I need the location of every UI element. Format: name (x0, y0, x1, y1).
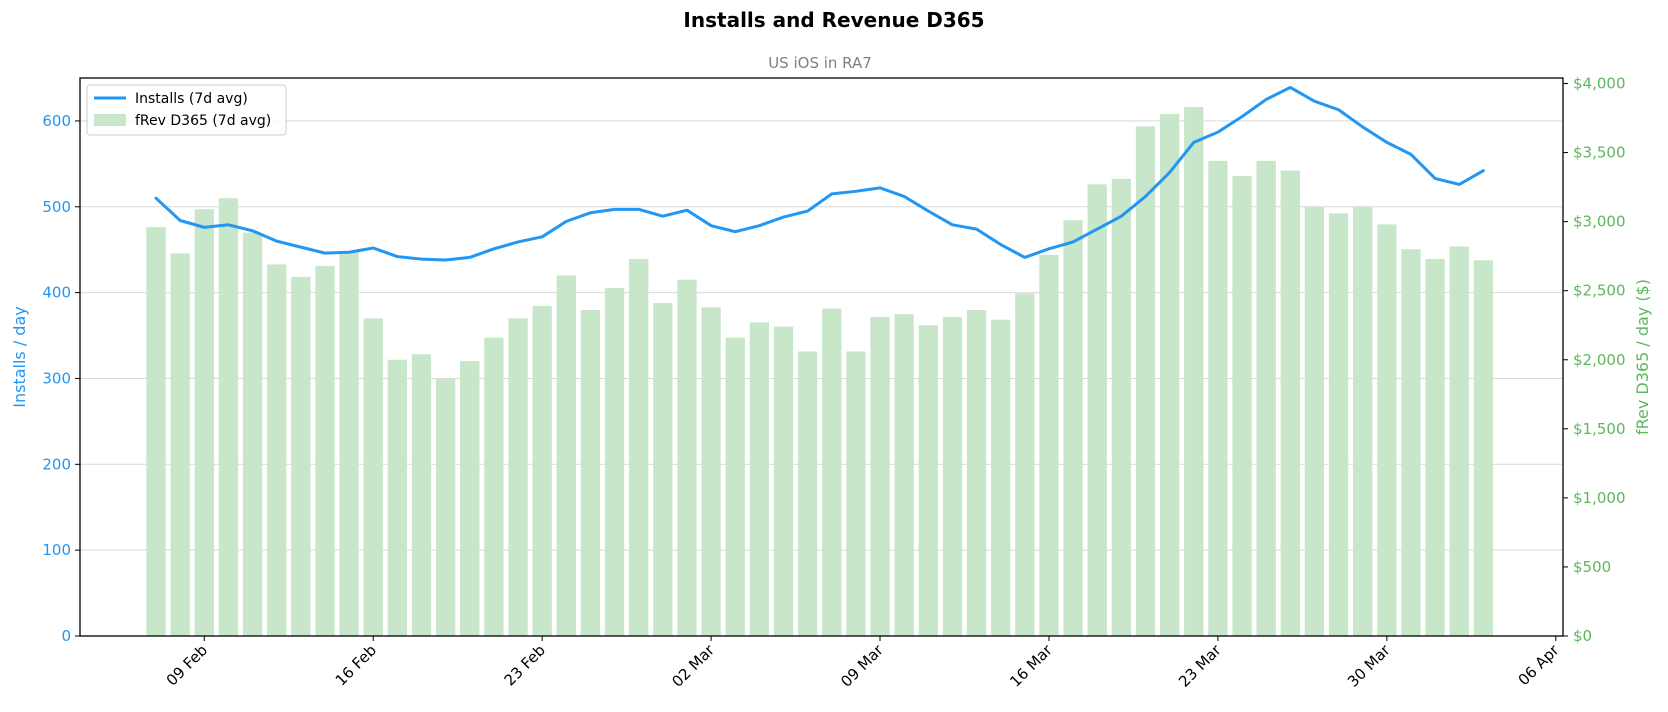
revenue-bar (773, 326, 794, 636)
x-tick-label: 06 Apr (1515, 641, 1564, 690)
installs-line-group (154, 85, 1485, 262)
plot-frame (79, 77, 1564, 637)
revenue-bar (1039, 254, 1059, 636)
revenue-bar (556, 275, 576, 636)
right-y-axis: $0 $500 $1,000 $1,500 $2,000 $2,500 $3,000 $3,5… (1563, 75, 1626, 645)
x-tick-label: 23 Mar (1175, 641, 1225, 691)
revenue-bar (1280, 170, 1300, 636)
revenue-bar (1449, 246, 1469, 636)
y-left-tick-label: 500 (42, 198, 71, 216)
installs-line (154, 85, 1485, 262)
revenue-bar (580, 310, 601, 636)
revenue-bar (918, 325, 938, 636)
revenue-bar (363, 318, 383, 636)
revenue-bar (1473, 260, 1494, 636)
chart-title: Installs and Revenue D365 (683, 8, 984, 32)
revenue-bar (1377, 224, 1397, 636)
legend: Installs (7d avg) fRev D365 (7d avg) (86, 84, 287, 136)
y-axis-left-label: Installs / day (10, 306, 29, 408)
x-tick-label: 09 Mar (837, 641, 887, 691)
revenue-bar (749, 322, 770, 636)
legend-installs-label: Installs (7d avg) (135, 91, 248, 107)
y-left-tick-label: 300 (42, 369, 71, 387)
x-tick-label: 09 Feb (163, 641, 211, 689)
legend-box (86, 84, 287, 136)
legend-revenue-label: fRev D365 (7d avg) (135, 113, 271, 129)
y-right-tick-label: $2,500 (1573, 282, 1626, 300)
chart-subtitle: US iOS in RA7 (768, 54, 872, 72)
revenue-bar (1015, 293, 1035, 636)
revenue-bar (1256, 160, 1276, 637)
revenue-bar (1353, 206, 1373, 636)
y-right-tick-label: $1,000 (1573, 489, 1626, 507)
revenue-bar (1208, 160, 1228, 637)
revenue-bar (242, 232, 263, 637)
revenue-bar (1111, 178, 1132, 637)
revenue-bar (677, 279, 697, 636)
revenue-bar (387, 359, 408, 636)
revenue-bar (291, 276, 311, 636)
revenue-bar (629, 258, 649, 636)
y-left-tick-label: 200 (42, 455, 71, 473)
x-tick-label: 16 Feb (332, 641, 380, 689)
y-right-tick-label: $4,000 (1573, 75, 1626, 93)
revenue-bar (146, 227, 166, 636)
revenue-bar (1328, 213, 1349, 636)
x-tick-label: 23 Feb (501, 641, 549, 689)
revenue-bar (267, 264, 287, 636)
revenue-bar (725, 337, 745, 636)
revenue-bar (653, 303, 673, 636)
revenue-bar (1135, 126, 1156, 636)
revenue-bar (460, 361, 480, 636)
revenue-bar (966, 310, 987, 636)
revenue-bar (315, 265, 335, 636)
left-y-axis: 0 100 200 300 400 500 600 (42, 112, 80, 645)
revenue-bar (701, 307, 721, 636)
revenue-bar (339, 252, 359, 636)
revenue-bar (1232, 176, 1252, 636)
revenue-bar (991, 319, 1011, 636)
revenue-bar (1425, 258, 1445, 636)
y-left-tick-label: 0 (61, 627, 71, 645)
y-right-tick-label: $3,000 (1573, 213, 1626, 231)
revenue-bar (870, 316, 890, 636)
x-axis: 09 Feb 16 Feb 23 Feb 02 Mar 09 Mar 16 Mar 23 M… (163, 636, 1563, 691)
revenue-bar (1063, 220, 1083, 636)
y-left-tick-label: 400 (42, 284, 71, 302)
y-right-tick-label: $3,500 (1573, 144, 1626, 162)
revenue-bar (411, 354, 432, 636)
revenue-bar (1087, 184, 1107, 636)
y-right-tick-label: $2,000 (1573, 351, 1626, 369)
revenue-bar (894, 314, 914, 636)
revenue-bar (170, 253, 190, 636)
revenue-bar (604, 287, 625, 636)
y-left-tick-label: 100 (42, 541, 71, 559)
revenue-bars (146, 107, 1494, 637)
y-right-tick-label: $1,500 (1573, 420, 1626, 438)
x-tick-label: 16 Mar (1006, 641, 1056, 691)
revenue-bar (1401, 249, 1421, 636)
revenue-bar (822, 308, 842, 636)
legend-revenue-swatch (94, 114, 126, 126)
y-left-tick-label: 600 (42, 112, 71, 130)
y-right-tick-label: $0 (1573, 627, 1592, 645)
x-tick-label: 02 Mar (668, 641, 718, 691)
revenue-bar (797, 351, 818, 636)
revenue-bar (1159, 113, 1180, 636)
y-right-tick-label: $500 (1573, 558, 1611, 576)
revenue-bar (846, 351, 866, 636)
revenue-bar (1184, 107, 1204, 637)
revenue-bar (218, 198, 239, 636)
revenue-bar (508, 318, 528, 636)
revenue-bar (484, 337, 504, 636)
revenue-bar (194, 209, 214, 636)
x-tick-label: 30 Mar (1344, 641, 1394, 691)
y-axis-right-label: fRev D365 / day ($) (1633, 279, 1652, 435)
revenue-bar (1304, 206, 1325, 636)
revenue-bar (942, 316, 963, 636)
revenue-bar (532, 305, 552, 636)
revenue-bar (435, 379, 456, 636)
